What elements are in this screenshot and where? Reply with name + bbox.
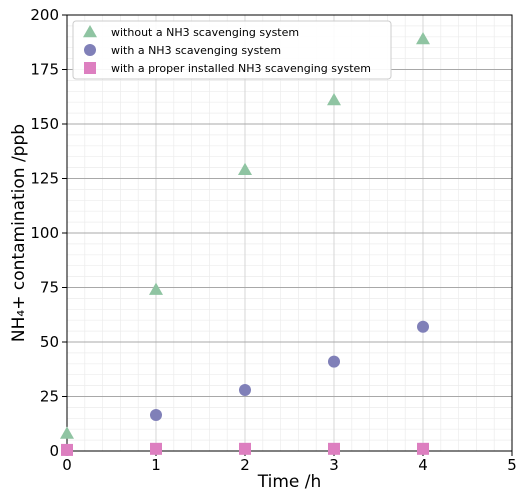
grid bbox=[66, 14, 513, 452]
y-tick-label: 25 bbox=[40, 388, 59, 406]
square-point bbox=[61, 443, 73, 456]
legend-box bbox=[72, 20, 392, 80]
y-tick-label: 200 bbox=[30, 6, 59, 24]
y-tick-label: 75 bbox=[40, 279, 59, 297]
x-tick-label: 1 bbox=[151, 456, 161, 474]
square-point bbox=[239, 442, 251, 455]
legend-triangle-marker bbox=[83, 25, 97, 38]
circle-point bbox=[150, 409, 162, 422]
triangle-point bbox=[60, 426, 74, 439]
triangle-point bbox=[327, 93, 341, 106]
y-tick-label: 0 bbox=[49, 442, 59, 460]
y-tick-label: 100 bbox=[30, 224, 59, 242]
y-tick-label: 175 bbox=[30, 61, 59, 79]
x-tick-label: 0 bbox=[62, 456, 72, 474]
circle-point bbox=[239, 383, 251, 396]
triangle-point bbox=[238, 162, 252, 176]
x-tick-label: 3 bbox=[329, 456, 339, 474]
legend-label: with a proper installed NH3 scavenging s… bbox=[111, 62, 371, 75]
square-point bbox=[417, 442, 429, 455]
legend-square-marker bbox=[84, 62, 96, 74]
x-tick-label: 5 bbox=[507, 456, 516, 474]
legend: without a NH3 scavenging system with a NH… bbox=[72, 20, 392, 80]
square-point bbox=[150, 442, 162, 455]
legend-circle-marker bbox=[84, 44, 96, 56]
legend-label: with a NH3 scavenging system bbox=[111, 44, 281, 57]
y-axis-label: NH₄+ contamination /ppb bbox=[9, 124, 29, 342]
circle-point bbox=[417, 320, 429, 333]
circle-point bbox=[328, 355, 340, 368]
triangle-point bbox=[149, 282, 163, 295]
triangle-point bbox=[416, 31, 430, 45]
data-points bbox=[60, 31, 430, 456]
square-point bbox=[328, 442, 340, 455]
x-tick-label: 2 bbox=[240, 456, 250, 474]
y-tick-label: 125 bbox=[30, 170, 59, 188]
x-axis-label: Time /h bbox=[257, 472, 322, 490]
x-tick-label: 4 bbox=[418, 456, 428, 474]
y-tick-label: 50 bbox=[40, 333, 59, 351]
legend-label: without a NH3 scavenging system bbox=[111, 26, 299, 39]
y-tick-label: 150 bbox=[30, 115, 59, 133]
